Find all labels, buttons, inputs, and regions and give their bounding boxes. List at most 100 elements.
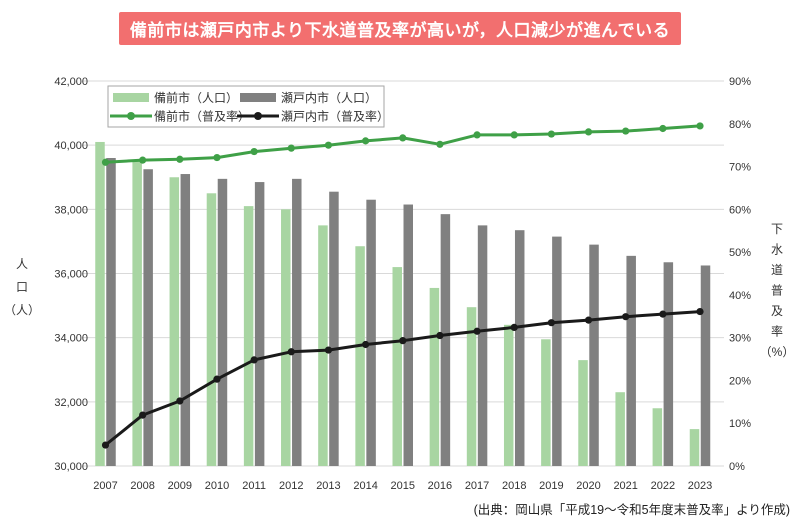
penetration-marker-bizen (510, 131, 518, 139)
y-axis-tick-label-right: 40% (729, 290, 751, 302)
y-axis-tick-label-right: 10% (729, 418, 751, 430)
right-axis-title: 普 (771, 284, 783, 298)
right-axis-title: 水 (771, 243, 783, 257)
penetration-marker-setouchi (361, 340, 370, 349)
population-bar-bizen (615, 392, 625, 466)
penetration-marker-setouchi (101, 441, 110, 449)
line-series (101, 122, 704, 449)
legend: 備前市（人口） 瀬戸内市（人口） 備前市（普及率） 瀬戸内市（普及率） (107, 85, 389, 128)
population-bar-setouchi (217, 178, 228, 466)
population-bar-setouchi (626, 255, 636, 466)
x-axis-label: 2016 (428, 480, 452, 492)
axis-labels: 30,000 32,000 34,000 36,000 38,000 40,000 42,0… (4, 76, 794, 492)
population-bar-bizen (355, 246, 365, 466)
population-bar-setouchi (477, 225, 488, 466)
penetration-marker-bizen (584, 128, 593, 136)
y-axis-tick-label-left: 40,000 (54, 140, 88, 152)
population-bar-setouchi (292, 178, 302, 466)
penetration-marker-setouchi (584, 316, 593, 324)
penetration-marker-bizen (213, 153, 221, 162)
penetration-marker-setouchi (287, 348, 295, 356)
penetration-marker-bizen (622, 127, 630, 135)
penetration-marker-bizen (696, 122, 704, 130)
penetration-marker-setouchi (436, 331, 444, 340)
left-axis-title: 口 (16, 280, 28, 294)
population-bar-bizen (541, 339, 551, 466)
population-bar-bizen (652, 408, 663, 466)
population-bar-setouchi (106, 158, 116, 466)
penetration-marker-bizen (287, 144, 295, 152)
title-banner-text: 備前市は瀬戸内市より下水道普及率が高いが，人口減少が進んでいる (129, 21, 671, 40)
legend-label: 瀬戸内市（普及率） (281, 109, 389, 124)
population-bar-setouchi (552, 236, 562, 466)
x-axis-label: 2020 (576, 480, 600, 492)
right-axis-title: （%） (760, 345, 795, 359)
population-bar-bizen (466, 307, 477, 466)
y-axis-tick-label-right: 90% (729, 76, 751, 88)
population-bar-setouchi (589, 244, 599, 466)
population-bar-setouchi (663, 262, 674, 466)
y-axis-tick-label-left: 36,000 (54, 269, 88, 281)
x-axis-label: 2010 (205, 480, 229, 492)
population-bar-bizen (392, 267, 402, 466)
penetration-marker-setouchi (696, 307, 704, 316)
legend-label: 瀬戸内市（人口） (281, 90, 377, 105)
x-axis-label: 2021 (613, 480, 637, 492)
x-axis-label: 2018 (502, 480, 526, 492)
right-axis-title: 率 (771, 324, 783, 339)
penetration-marker-setouchi (250, 356, 258, 364)
penetration-marker-setouchi (176, 397, 184, 405)
population-bar-bizen (578, 360, 588, 466)
population-bar-bizen (169, 177, 180, 466)
left-axis-title: （人） (4, 303, 40, 317)
population-bar-bizen (206, 193, 217, 466)
penetration-marker-bizen (176, 155, 184, 163)
y-axis-tick-label-right: 50% (729, 247, 751, 259)
legend-swatch (113, 93, 149, 102)
x-axis-label: 2012 (279, 480, 303, 492)
penetration-marker-bizen (250, 147, 258, 156)
right-axis-title: 道 (771, 263, 783, 277)
penetration-line-setouchi (104, 310, 701, 447)
population-bar-setouchi (180, 174, 191, 466)
penetration-marker-setouchi (139, 411, 147, 419)
legend-label: 備前市（普及率） (154, 109, 250, 124)
population-bar-bizen (95, 141, 105, 467)
population-bar-setouchi (254, 182, 265, 466)
penetration-marker-bizen (139, 156, 147, 164)
x-axis-label: 2022 (651, 480, 675, 492)
title-banner: 備前市は瀬戸内市より下水道普及率が高いが，人口減少が進んでいる (119, 12, 681, 45)
population-bar-bizen (281, 209, 291, 467)
penetration-marker-setouchi (547, 319, 555, 327)
population-bar-bizen (689, 429, 700, 466)
population-bar-setouchi (700, 265, 711, 466)
right-axis-title: 及 (771, 304, 783, 318)
legend-swatch-marker (254, 112, 262, 120)
population-bar-setouchi (403, 204, 413, 467)
population-bar-setouchi (440, 214, 451, 466)
penetration-marker-setouchi (399, 337, 407, 345)
penetration-marker-setouchi (324, 346, 333, 354)
right-axis-title: 下 (771, 222, 783, 236)
y-axis-tick-label-left: 42,000 (54, 76, 88, 88)
legend-box (107, 85, 385, 128)
x-axis-label: 2013 (316, 480, 340, 492)
penetration-marker-bizen (659, 124, 667, 133)
x-axis-label: 2007 (93, 480, 117, 492)
population-bar-setouchi (366, 199, 376, 467)
x-axis-label: 2014 (353, 480, 377, 492)
penetration-marker-bizen (436, 140, 444, 148)
population-bar-setouchi (329, 191, 339, 466)
population-bar-bizen (503, 324, 514, 466)
penetration-marker-bizen (101, 158, 110, 166)
legend-label: 備前市（人口） (154, 90, 238, 105)
penetration-marker-bizen (473, 131, 481, 139)
penetration-marker-bizen (399, 134, 407, 142)
y-axis-tick-label-left: 32,000 (54, 397, 88, 409)
source-note: (出典：岡山県「平成19～令和5年度末普及率」より作成) (473, 503, 790, 517)
population-bar-bizen (429, 287, 440, 466)
population-bar-setouchi (514, 230, 525, 466)
y-axis-tick-label-left: 38,000 (54, 204, 88, 216)
